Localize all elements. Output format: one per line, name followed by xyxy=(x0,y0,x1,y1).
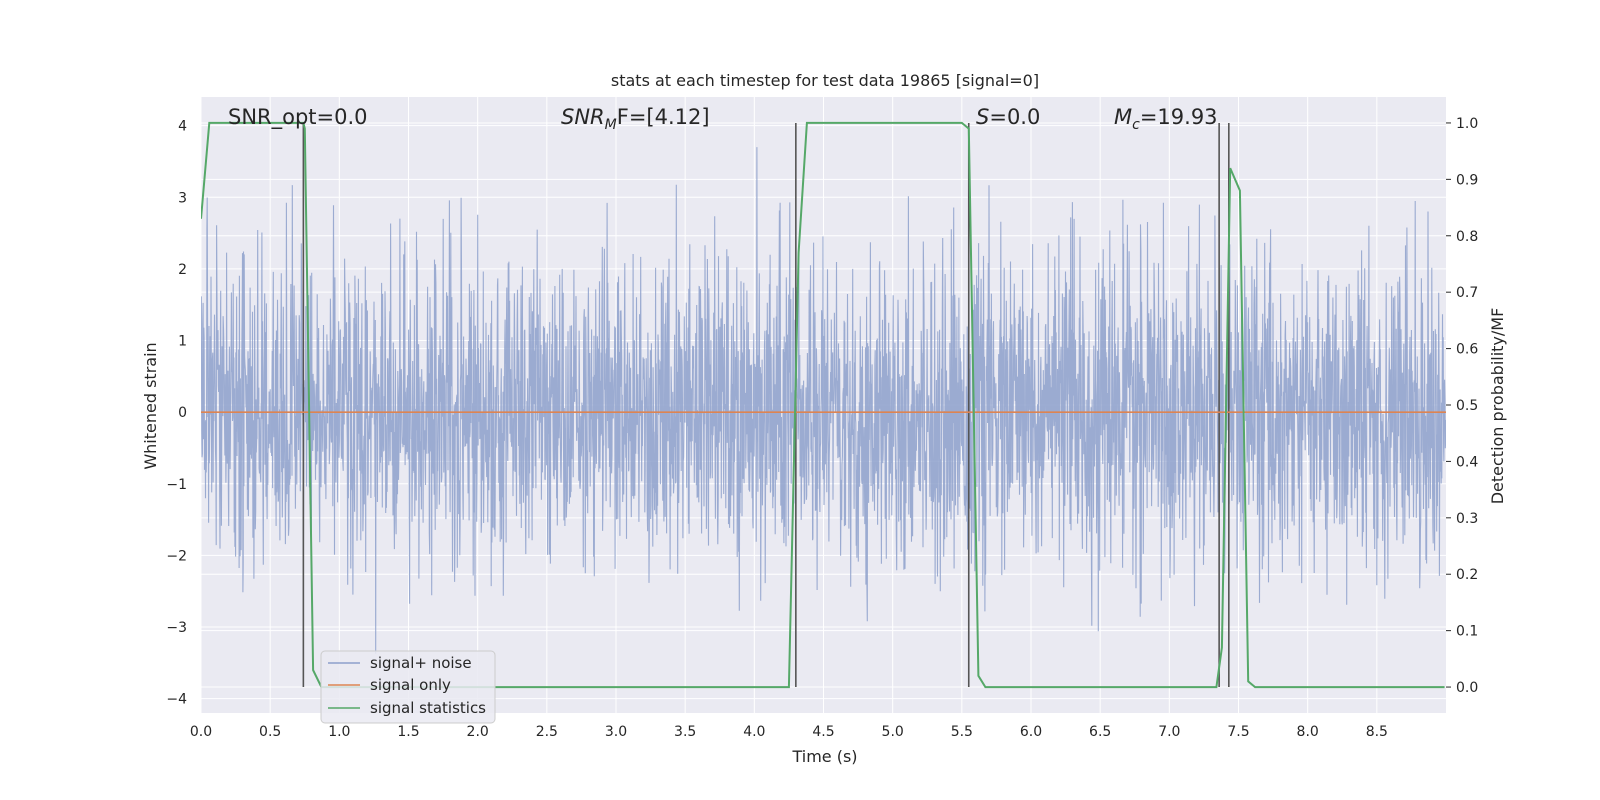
x-tick-label: 5.0 xyxy=(882,724,904,740)
x-tick-label: 3.5 xyxy=(674,724,696,740)
chart-title: stats at each timestep for test data 198… xyxy=(611,71,1039,90)
y-tick-label: −4 xyxy=(166,692,187,708)
x-tick-label: 7.0 xyxy=(1158,724,1180,740)
legend-label-noise: signal+ noise xyxy=(370,654,472,672)
y2-tick-label: 1.0 xyxy=(1456,116,1478,132)
y-tick-label: 1 xyxy=(178,334,187,350)
y2-tick-label: 0.8 xyxy=(1456,229,1478,245)
y-tick-label: 4 xyxy=(178,119,187,135)
x-tick-label: 1.5 xyxy=(397,724,419,740)
noise-series xyxy=(201,147,1446,654)
y2-tick-label: 0.9 xyxy=(1456,172,1478,188)
y2-tick-label: 0.5 xyxy=(1456,398,1478,414)
statistics-line xyxy=(201,121,1445,689)
statistics-series xyxy=(201,121,1445,689)
legend-label-statistics: signal statistics xyxy=(370,699,486,717)
legend-label-signal-only: signal only xyxy=(370,676,451,694)
y-tick-label: −3 xyxy=(166,620,187,636)
x-tick-label: 7.5 xyxy=(1227,724,1249,740)
y-axis-ticks: 4 3 2 1 0 −1 −2 −3 −4 xyxy=(166,119,187,708)
x-tick-label: 6.5 xyxy=(1089,724,1111,740)
y2-tick-label: 0.3 xyxy=(1456,511,1478,527)
vertical-markers xyxy=(302,122,1230,688)
annotation-snr-mf: SNRMF=[4.12] xyxy=(561,105,710,133)
y-tick-label: 2 xyxy=(178,262,187,278)
x-tick-label: 4.5 xyxy=(812,724,834,740)
y2-tick-label: 0.6 xyxy=(1456,342,1478,358)
x-tick-label: 1.0 xyxy=(328,724,350,740)
x-tick-label: 0.0 xyxy=(190,724,212,740)
y2-tick-label: 0.4 xyxy=(1456,454,1478,470)
x-axis-label: Time (s) xyxy=(791,747,857,766)
y2-tick-label: 0.0 xyxy=(1456,680,1478,696)
y2-tick-label: 0.1 xyxy=(1456,624,1478,640)
annotation-s: S=0.0 xyxy=(976,105,1040,129)
annotation-snr-opt: SNR_opt=0.0 xyxy=(228,105,368,130)
legend-box xyxy=(320,650,496,724)
x-axis-ticks: 0.0 0.5 1.0 1.5 2.0 2.5 3.0 3.5 4.0 4.5 5.0 5.5 6.0 6… xyxy=(190,724,1388,740)
y-tick-label: 3 xyxy=(178,190,187,206)
y-tick-label: 0 xyxy=(178,405,187,421)
x-tick-label: 6.0 xyxy=(1020,724,1042,740)
x-tick-label: 8.5 xyxy=(1366,724,1388,740)
noise-trace xyxy=(201,147,1446,654)
y-axis-label: Whitened strain xyxy=(141,342,160,469)
y2-axis-label: Detection probability/MF xyxy=(1488,308,1507,505)
y-tick-label: −2 xyxy=(166,548,187,564)
y2-tick-label: 0.2 xyxy=(1456,567,1478,583)
x-tick-label: 2.0 xyxy=(467,724,489,740)
x-tick-label: 5.5 xyxy=(951,724,973,740)
annotation-mc: Mc=19.93 xyxy=(1114,105,1218,133)
x-tick-label: 8.0 xyxy=(1297,724,1319,740)
y2-axis-ticks: 1.0 0.9 0.8 0.7 0.6 0.5 0.4 0.3 0.2 0.1 0.0 xyxy=(1446,116,1478,696)
x-tick-label: 4.0 xyxy=(743,724,765,740)
x-tick-label: 3.0 xyxy=(605,724,627,740)
x-tick-label: 0.5 xyxy=(259,724,281,740)
y-tick-label: −1 xyxy=(166,477,187,493)
y2-tick-label: 0.7 xyxy=(1456,285,1478,301)
x-tick-label: 2.5 xyxy=(536,724,558,740)
legend: signal+ noise signal only signal statist… xyxy=(320,650,496,724)
